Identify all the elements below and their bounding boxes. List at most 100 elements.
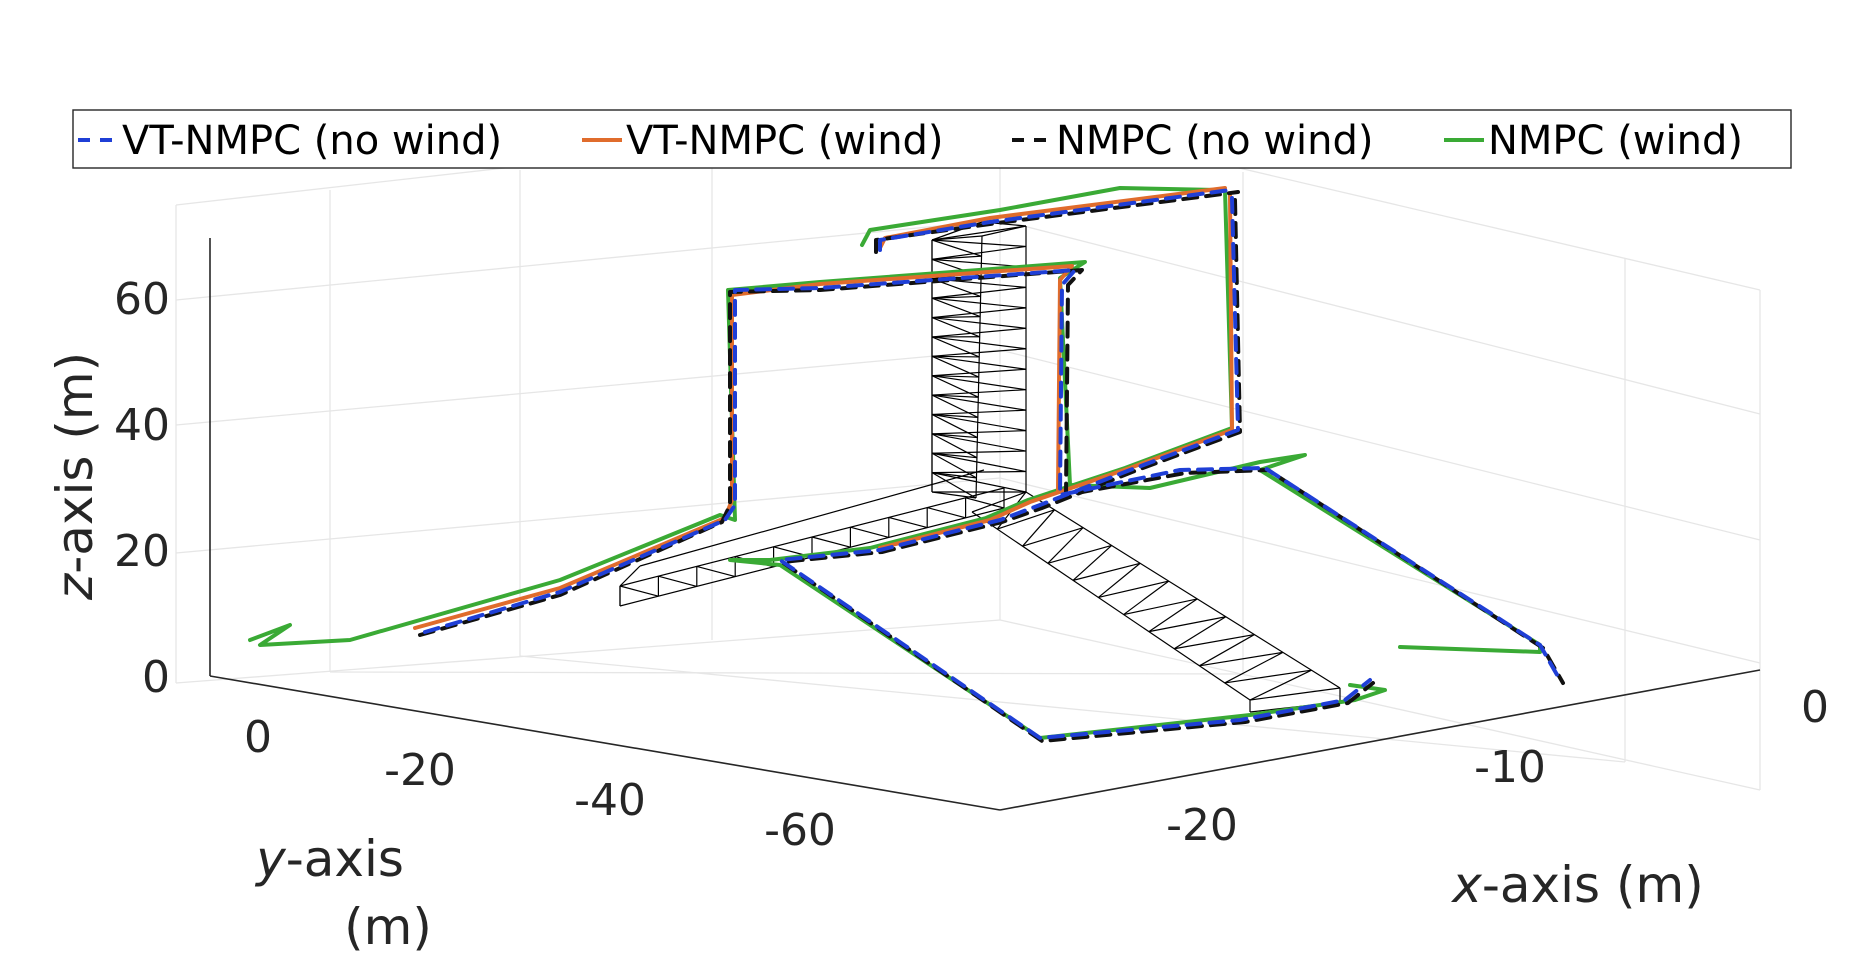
structure-edge (931, 394, 1027, 411)
structure-edge (931, 433, 978, 459)
legend-box (72, 109, 1792, 169)
y-tick-label: -20 (384, 745, 456, 796)
z-axis-label: z-axis (m) (46, 352, 104, 601)
structure-edge (619, 565, 641, 587)
x-axis-label: x-axis (m) (1450, 856, 1703, 914)
structure-edge (965, 497, 1005, 509)
structure-edge (931, 472, 1027, 493)
structure-edge (1123, 580, 1170, 616)
structure-edge (931, 245, 1027, 260)
structure-edge (1022, 509, 1055, 547)
structure-edge (850, 526, 889, 538)
structure-edge (931, 433, 978, 439)
structure-edge (1199, 651, 1284, 667)
structure-edge (931, 470, 1027, 474)
structure-edge (931, 297, 1027, 309)
structure-edge (931, 452, 977, 459)
structure-edge (997, 509, 1055, 530)
structure-edge (639, 469, 985, 567)
structure-edge (931, 394, 979, 418)
structure-edge (931, 355, 980, 378)
structure-edge (1047, 544, 1112, 564)
structure-edge (931, 452, 1027, 473)
structure-edge (658, 575, 697, 587)
trajectory-series (248, 186, 1565, 743)
structure-edge (931, 472, 977, 479)
structure-edge (931, 239, 1027, 248)
structure-edge (619, 585, 659, 597)
structure-edge (931, 355, 980, 358)
structure-edge (888, 516, 928, 529)
legend-label-nmpc-no-wind: NMPC (no wind) (1056, 118, 1374, 164)
series-vt-nmpc-no-wind (423, 268, 1562, 682)
structure-wireframe (619, 221, 1341, 713)
z-tick-label: 40 (114, 400, 170, 451)
structure-edge (931, 297, 981, 318)
structure-edge (931, 409, 1027, 416)
structure-edge (1123, 598, 1198, 616)
z-tick-label: 60 (114, 274, 170, 325)
structure-edge (1148, 598, 1198, 633)
x-tick-label: -10 (1474, 742, 1546, 793)
z-tick-label: 0 (142, 652, 170, 703)
structure-edge (1047, 527, 1084, 564)
axes-lines (209, 238, 1761, 811)
structure-edge (931, 375, 979, 378)
structure-edge (931, 413, 978, 439)
structure-edge (931, 316, 980, 338)
structure-edge (1025, 491, 1341, 689)
structure-edge (1072, 562, 1141, 581)
x-tick-label: 0 (1801, 682, 1829, 733)
structure-edge (971, 511, 1251, 701)
x-tick-label: -20 (1166, 800, 1238, 851)
structure-edge (931, 433, 1027, 452)
structure-edge (931, 472, 977, 499)
series-vt-nmpc-no-wind (778, 196, 1372, 740)
grid-lines (175, 111, 1761, 791)
structure-edge (1022, 527, 1084, 547)
structure-edge (1173, 616, 1227, 650)
series-nmpc-no-wind (874, 190, 1240, 254)
structure-edge (931, 413, 978, 418)
structure-edge (931, 286, 1027, 299)
structure-edge (931, 394, 979, 398)
structure-edge (696, 565, 736, 578)
structure-edge (1174, 633, 1255, 650)
structure-edge (931, 255, 982, 260)
structure-edge (931, 413, 1027, 432)
structure-edge (931, 307, 1027, 319)
structure-edge (1148, 616, 1226, 633)
series-vt-nmpc-no-wind (878, 188, 1232, 252)
structure-edge (931, 336, 980, 358)
structure-edge (931, 450, 1027, 454)
series-nmpc-no-wind (780, 198, 1375, 743)
structure-edge (981, 225, 1027, 237)
z-tick-label: 20 (114, 526, 170, 577)
structure-edge (1249, 687, 1341, 701)
structure-edge (931, 239, 982, 257)
structure-edge (931, 316, 981, 319)
structure-edge (811, 536, 851, 548)
y-axis-label: y-axis (254, 830, 404, 888)
series-nmpc-wind (248, 260, 1542, 654)
y-tick-label: -40 (574, 775, 646, 826)
y-tick-label: 0 (244, 712, 272, 763)
structure-edge (931, 327, 1027, 338)
structure-edge (931, 316, 1027, 329)
legend-label-vt-nmpc-wind: VT-NMPC (wind) (626, 118, 944, 164)
structure-edge (1224, 651, 1284, 684)
structure-edge (927, 507, 966, 519)
structure-edge (1097, 562, 1141, 598)
structure-edge (1199, 634, 1255, 667)
legend-label-vt-nmpc-no-wind: VT-NMPC (no wind) (122, 118, 502, 164)
structure-edge (1098, 580, 1169, 599)
structure-edge (931, 375, 979, 398)
structure-edge (931, 295, 981, 299)
structure-edge (1224, 669, 1312, 684)
legend-label-nmpc-wind: NMPC (wind) (1488, 118, 1743, 164)
y-axis-label-unit: (m) (344, 898, 432, 956)
series-vt-nmpc-wind (413, 264, 1074, 630)
structure-edge (931, 235, 983, 241)
structure-edge (1249, 669, 1312, 701)
